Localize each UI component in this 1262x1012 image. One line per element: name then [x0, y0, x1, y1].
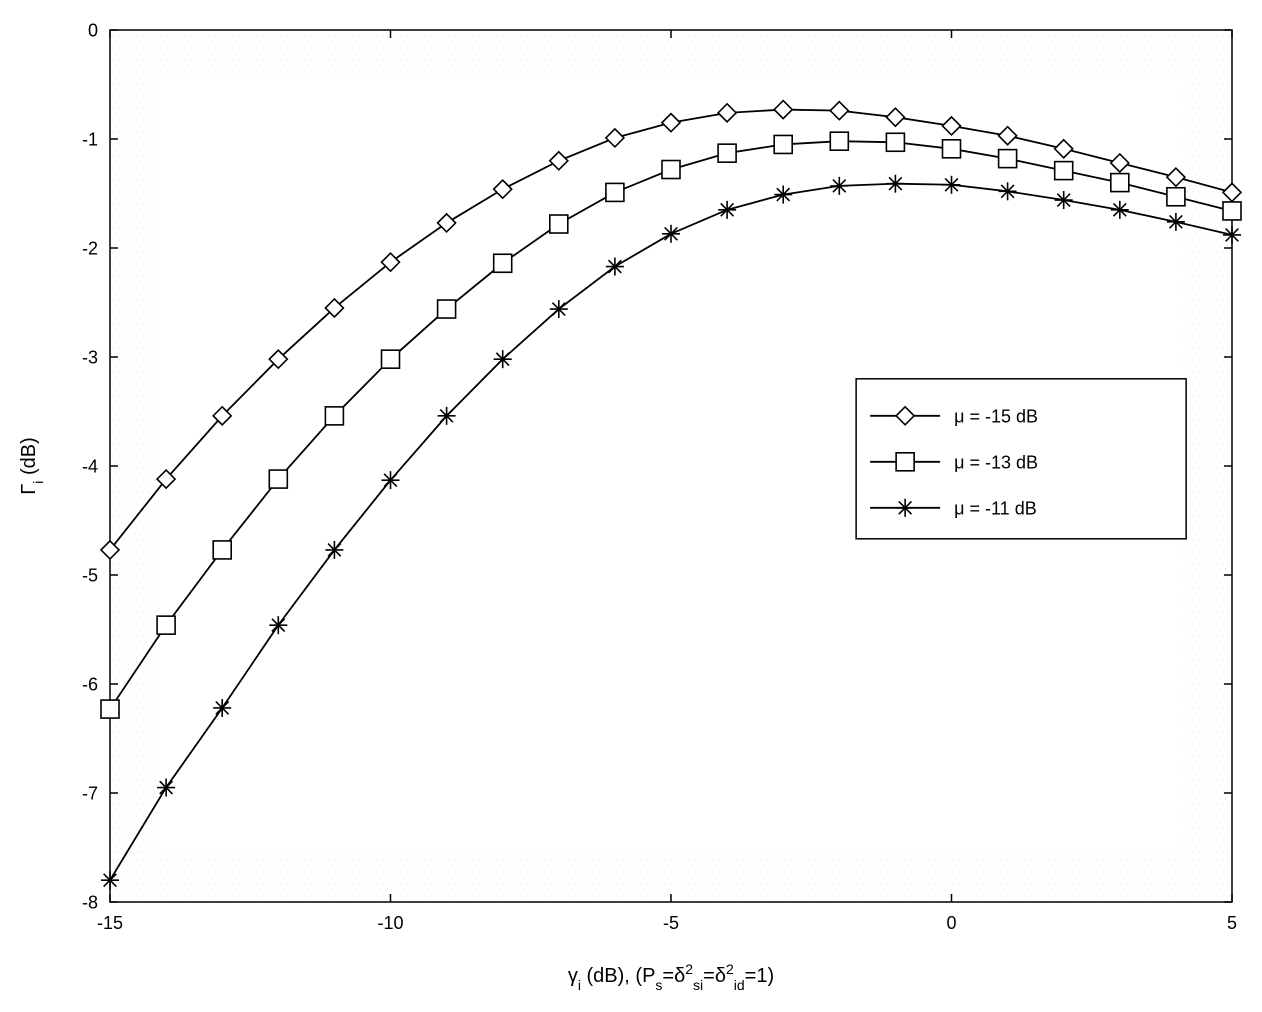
legend: μ = -15 dB μ = -13 dB μ = -11 dB — [856, 379, 1186, 539]
x-tick-label: -10 — [377, 913, 403, 933]
y-tick-label: -2 — [82, 238, 98, 258]
y-tick-label: -4 — [82, 456, 98, 476]
y-tick-label: -1 — [82, 129, 98, 149]
x-tick-label: -15 — [97, 913, 123, 933]
x-tick-label: 5 — [1227, 913, 1237, 933]
y-tick-label: -7 — [82, 783, 98, 803]
y-tick-label: -8 — [82, 892, 98, 912]
legend-item: μ = -15 dB — [954, 407, 1038, 427]
y-tick-label: -6 — [82, 674, 98, 694]
x-tick-label: -5 — [663, 913, 679, 933]
line-chart: -15-10-5050-1-2-3-4-5-6-7-8γi (dB), (Ps=… — [0, 0, 1262, 1012]
legend-item: μ = -13 dB — [954, 453, 1038, 473]
y-tick-label: 0 — [88, 20, 98, 40]
y-tick-label: -3 — [82, 347, 98, 367]
y-tick-label: -5 — [82, 565, 98, 585]
legend-item: μ = -11 dB — [954, 499, 1037, 519]
x-tick-label: 0 — [946, 913, 956, 933]
